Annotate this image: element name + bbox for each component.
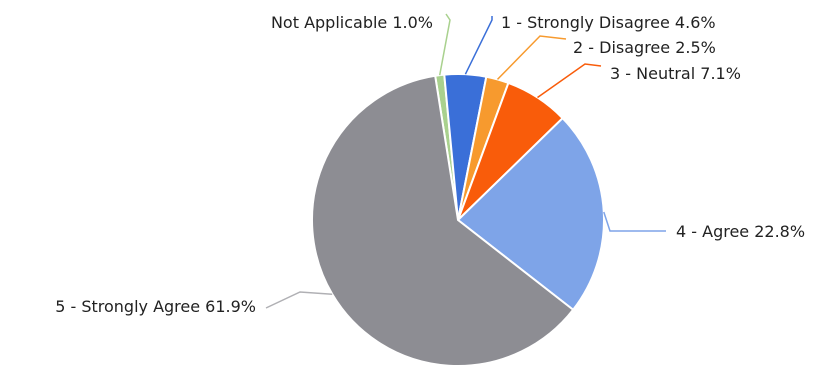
leader-lines — [265, 13, 666, 309]
label-disagree: 2 - Disagree 2.5% — [573, 38, 716, 57]
label-strongly-agree: 5 - Strongly Agree 61.9% — [55, 297, 256, 316]
label-strongly-disagree: 1 - Strongly Disagree 4.6% — [501, 13, 716, 32]
pie-slice-4-agree — [456, 116, 605, 312]
label-not-applicable: Not Applicable 1.0% — [271, 13, 433, 32]
leader-line-4-agree — [603, 211, 666, 232]
pie-slices — [311, 73, 605, 367]
leader-line-2-disagree — [496, 35, 567, 80]
label-neutral: 3 - Neutral 7.1% — [610, 64, 741, 83]
leader-line-1-strongly-disagree — [464, 16, 493, 75]
label-agree: 4 - Agree 22.8% — [676, 222, 805, 241]
pie-slice-5-strongly-agree — [311, 74, 575, 367]
leader-line-3-neutral — [537, 63, 602, 99]
leader-line-not-applicable — [438, 13, 451, 76]
leader-line-5-strongly-agree — [265, 291, 333, 309]
